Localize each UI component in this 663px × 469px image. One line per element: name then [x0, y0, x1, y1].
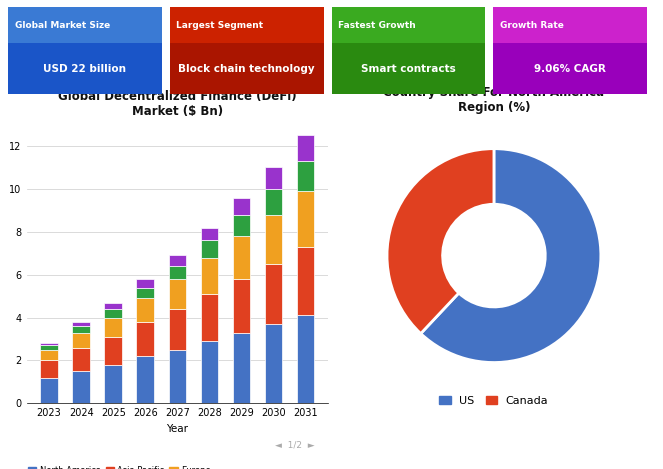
Bar	[40, 361, 58, 378]
Bar	[201, 294, 218, 341]
Bar	[137, 298, 154, 322]
Bar	[297, 316, 314, 403]
Bar	[168, 309, 186, 350]
X-axis label: Year: Year	[166, 424, 188, 434]
Bar	[104, 337, 122, 365]
Bar	[104, 303, 122, 309]
Bar	[137, 356, 154, 403]
Bar	[72, 371, 90, 403]
Bar	[40, 343, 58, 346]
Bar	[265, 324, 282, 403]
Bar	[265, 189, 282, 215]
Bar	[201, 257, 218, 294]
Bar	[233, 279, 251, 333]
Wedge shape	[387, 149, 494, 333]
Bar	[201, 227, 218, 241]
Bar	[72, 322, 90, 326]
Bar	[201, 241, 218, 257]
Bar	[201, 341, 218, 403]
Bar	[297, 161, 314, 191]
Bar	[265, 215, 282, 264]
Bar	[297, 191, 314, 247]
Bar	[104, 309, 122, 318]
Bar	[137, 279, 154, 287]
Bar	[137, 322, 154, 356]
Bar	[137, 287, 154, 298]
Bar	[40, 350, 58, 361]
Legend: North America, Asia Pacific, Europe: North America, Asia Pacific, Europe	[25, 462, 214, 469]
Bar	[233, 215, 251, 236]
Bar	[297, 136, 314, 161]
Bar	[168, 256, 186, 266]
Bar	[168, 350, 186, 403]
Text: ◄  1/2  ►: ◄ 1/2 ►	[275, 441, 315, 450]
Bar	[104, 318, 122, 337]
Wedge shape	[421, 149, 601, 363]
Legend: US, Canada: US, Canada	[435, 392, 553, 410]
Title: Country Share For North America
Region (%): Country Share For North America Region (…	[383, 86, 605, 114]
Bar	[233, 197, 251, 215]
Title: Global Decentralized Finance (DeFi)
Market ($ Bn): Global Decentralized Finance (DeFi) Mark…	[58, 90, 296, 118]
Bar	[265, 167, 282, 189]
Bar	[40, 378, 58, 403]
Text: Largest Segment: Largest Segment	[176, 21, 263, 30]
Bar	[265, 264, 282, 324]
Text: Fastest Growth: Fastest Growth	[338, 21, 416, 30]
Text: Growth Rate: Growth Rate	[500, 21, 564, 30]
Bar	[297, 247, 314, 316]
Bar	[72, 333, 90, 348]
Bar	[233, 333, 251, 403]
Bar	[168, 279, 186, 309]
Bar	[72, 326, 90, 333]
Text: Global Market Size: Global Market Size	[15, 21, 110, 30]
Text: 9.06% CAGR: 9.06% CAGR	[534, 64, 606, 74]
Text: Block chain technology: Block chain technology	[178, 64, 315, 74]
Bar	[40, 346, 58, 350]
Bar	[168, 266, 186, 279]
Bar	[72, 348, 90, 371]
Bar	[233, 236, 251, 279]
Bar	[104, 365, 122, 403]
Text: USD 22 billion: USD 22 billion	[43, 64, 127, 74]
Text: Smart contracts: Smart contracts	[361, 64, 455, 74]
